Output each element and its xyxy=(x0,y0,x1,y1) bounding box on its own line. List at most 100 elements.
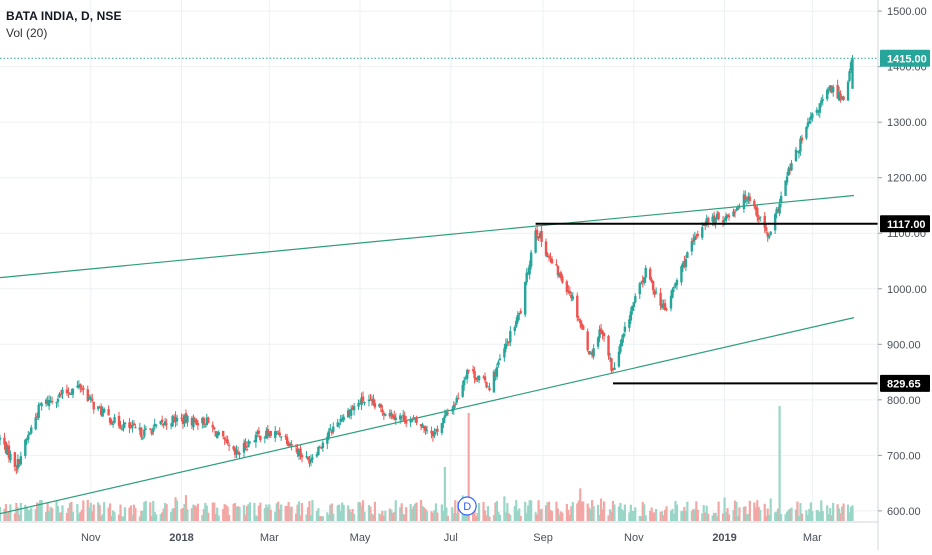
candle-body xyxy=(299,448,302,456)
volume-bar xyxy=(384,510,387,521)
volume-bar xyxy=(662,515,665,521)
volume-bar xyxy=(47,511,51,521)
volume-bar xyxy=(723,497,726,521)
volume-bar xyxy=(580,501,583,521)
volume-bar xyxy=(768,514,771,521)
candle-body xyxy=(9,453,12,461)
candle-body xyxy=(559,272,563,279)
candle-body xyxy=(122,424,125,429)
candle-body xyxy=(419,424,423,427)
volume-bar xyxy=(826,505,829,521)
volume-bar xyxy=(110,515,113,521)
candle-body xyxy=(266,429,270,437)
volume-bar xyxy=(735,501,738,521)
volume-bar xyxy=(759,509,762,521)
candle-body xyxy=(724,215,728,221)
candle-body xyxy=(711,216,714,222)
volume-bar xyxy=(425,511,429,521)
volume-bar xyxy=(571,502,574,521)
candle-body xyxy=(457,397,460,399)
candle-body xyxy=(149,428,152,430)
candle-body xyxy=(233,448,237,455)
volume-bar xyxy=(317,508,320,521)
volume-bar xyxy=(613,504,616,521)
candle-body xyxy=(3,437,6,445)
volume-bar xyxy=(361,500,365,521)
candle-body xyxy=(567,290,570,292)
volume-bar xyxy=(144,500,147,521)
candle-body xyxy=(401,414,405,416)
candle-body xyxy=(287,442,290,446)
volume-bar xyxy=(663,509,667,521)
candle-body xyxy=(753,200,756,207)
volume-bar xyxy=(204,502,207,521)
candle-body xyxy=(290,444,293,446)
candle-body xyxy=(759,216,762,218)
candle-body xyxy=(141,437,145,439)
candle-body xyxy=(70,393,73,395)
volume-bar xyxy=(248,502,252,521)
volume-bar xyxy=(832,502,835,521)
candle-body xyxy=(24,439,27,456)
volume-bar xyxy=(341,502,344,521)
volume-bar xyxy=(839,513,842,521)
candle-body xyxy=(794,149,798,162)
volume-bar xyxy=(619,502,622,521)
candle-body xyxy=(623,326,627,332)
volume-bar xyxy=(851,505,854,521)
candle-body xyxy=(128,422,131,428)
candle-body xyxy=(818,103,821,113)
volume-bar xyxy=(24,504,27,521)
candle-body xyxy=(134,427,137,429)
volume-bar xyxy=(132,504,136,521)
volume-bar xyxy=(622,510,625,521)
candle-body xyxy=(555,264,558,266)
volume-bar xyxy=(763,503,766,521)
volume-bar xyxy=(327,514,330,521)
volume-bar xyxy=(244,514,247,521)
candle-body xyxy=(565,281,569,293)
candle-body xyxy=(110,420,113,425)
y-tick-label: 1000.00 xyxy=(887,284,927,296)
candle-body xyxy=(108,417,112,423)
volume-bar xyxy=(506,503,509,521)
volume-bar xyxy=(305,514,308,521)
candle-body xyxy=(842,96,845,100)
volume-bar xyxy=(794,509,798,521)
volume-bar xyxy=(330,503,333,521)
candle-body xyxy=(201,417,204,424)
volume-bar xyxy=(629,504,632,521)
volume-bar xyxy=(443,467,446,521)
candle-body xyxy=(674,282,677,287)
volume-bar xyxy=(840,506,844,521)
candle-body xyxy=(7,445,11,459)
candle-body xyxy=(221,430,225,437)
volume-bar xyxy=(117,514,121,521)
candle-body xyxy=(748,196,752,201)
candle-body xyxy=(477,375,481,381)
candle-body xyxy=(840,96,844,100)
candle-body xyxy=(202,418,206,425)
volume-bar xyxy=(436,512,439,521)
volume-bar xyxy=(568,514,571,521)
candle-body xyxy=(736,207,740,210)
candle-body xyxy=(235,450,238,455)
candle-body xyxy=(663,303,667,310)
candle-body xyxy=(382,412,386,415)
candle-body xyxy=(35,415,39,417)
candle-body xyxy=(321,442,325,449)
volume-bar xyxy=(228,515,231,521)
volume-bar xyxy=(655,509,658,521)
candle-body xyxy=(494,372,497,376)
y-tick-label: 1500.00 xyxy=(887,6,927,18)
volume-bar xyxy=(482,502,485,521)
volume-bar xyxy=(704,512,707,521)
candle-body xyxy=(47,399,51,407)
volume-bar xyxy=(97,502,100,521)
volume-bar xyxy=(405,507,408,521)
candle-body xyxy=(617,351,621,367)
volume-bar xyxy=(91,511,94,521)
volume-bar xyxy=(674,500,677,521)
volume-bar xyxy=(79,512,82,521)
